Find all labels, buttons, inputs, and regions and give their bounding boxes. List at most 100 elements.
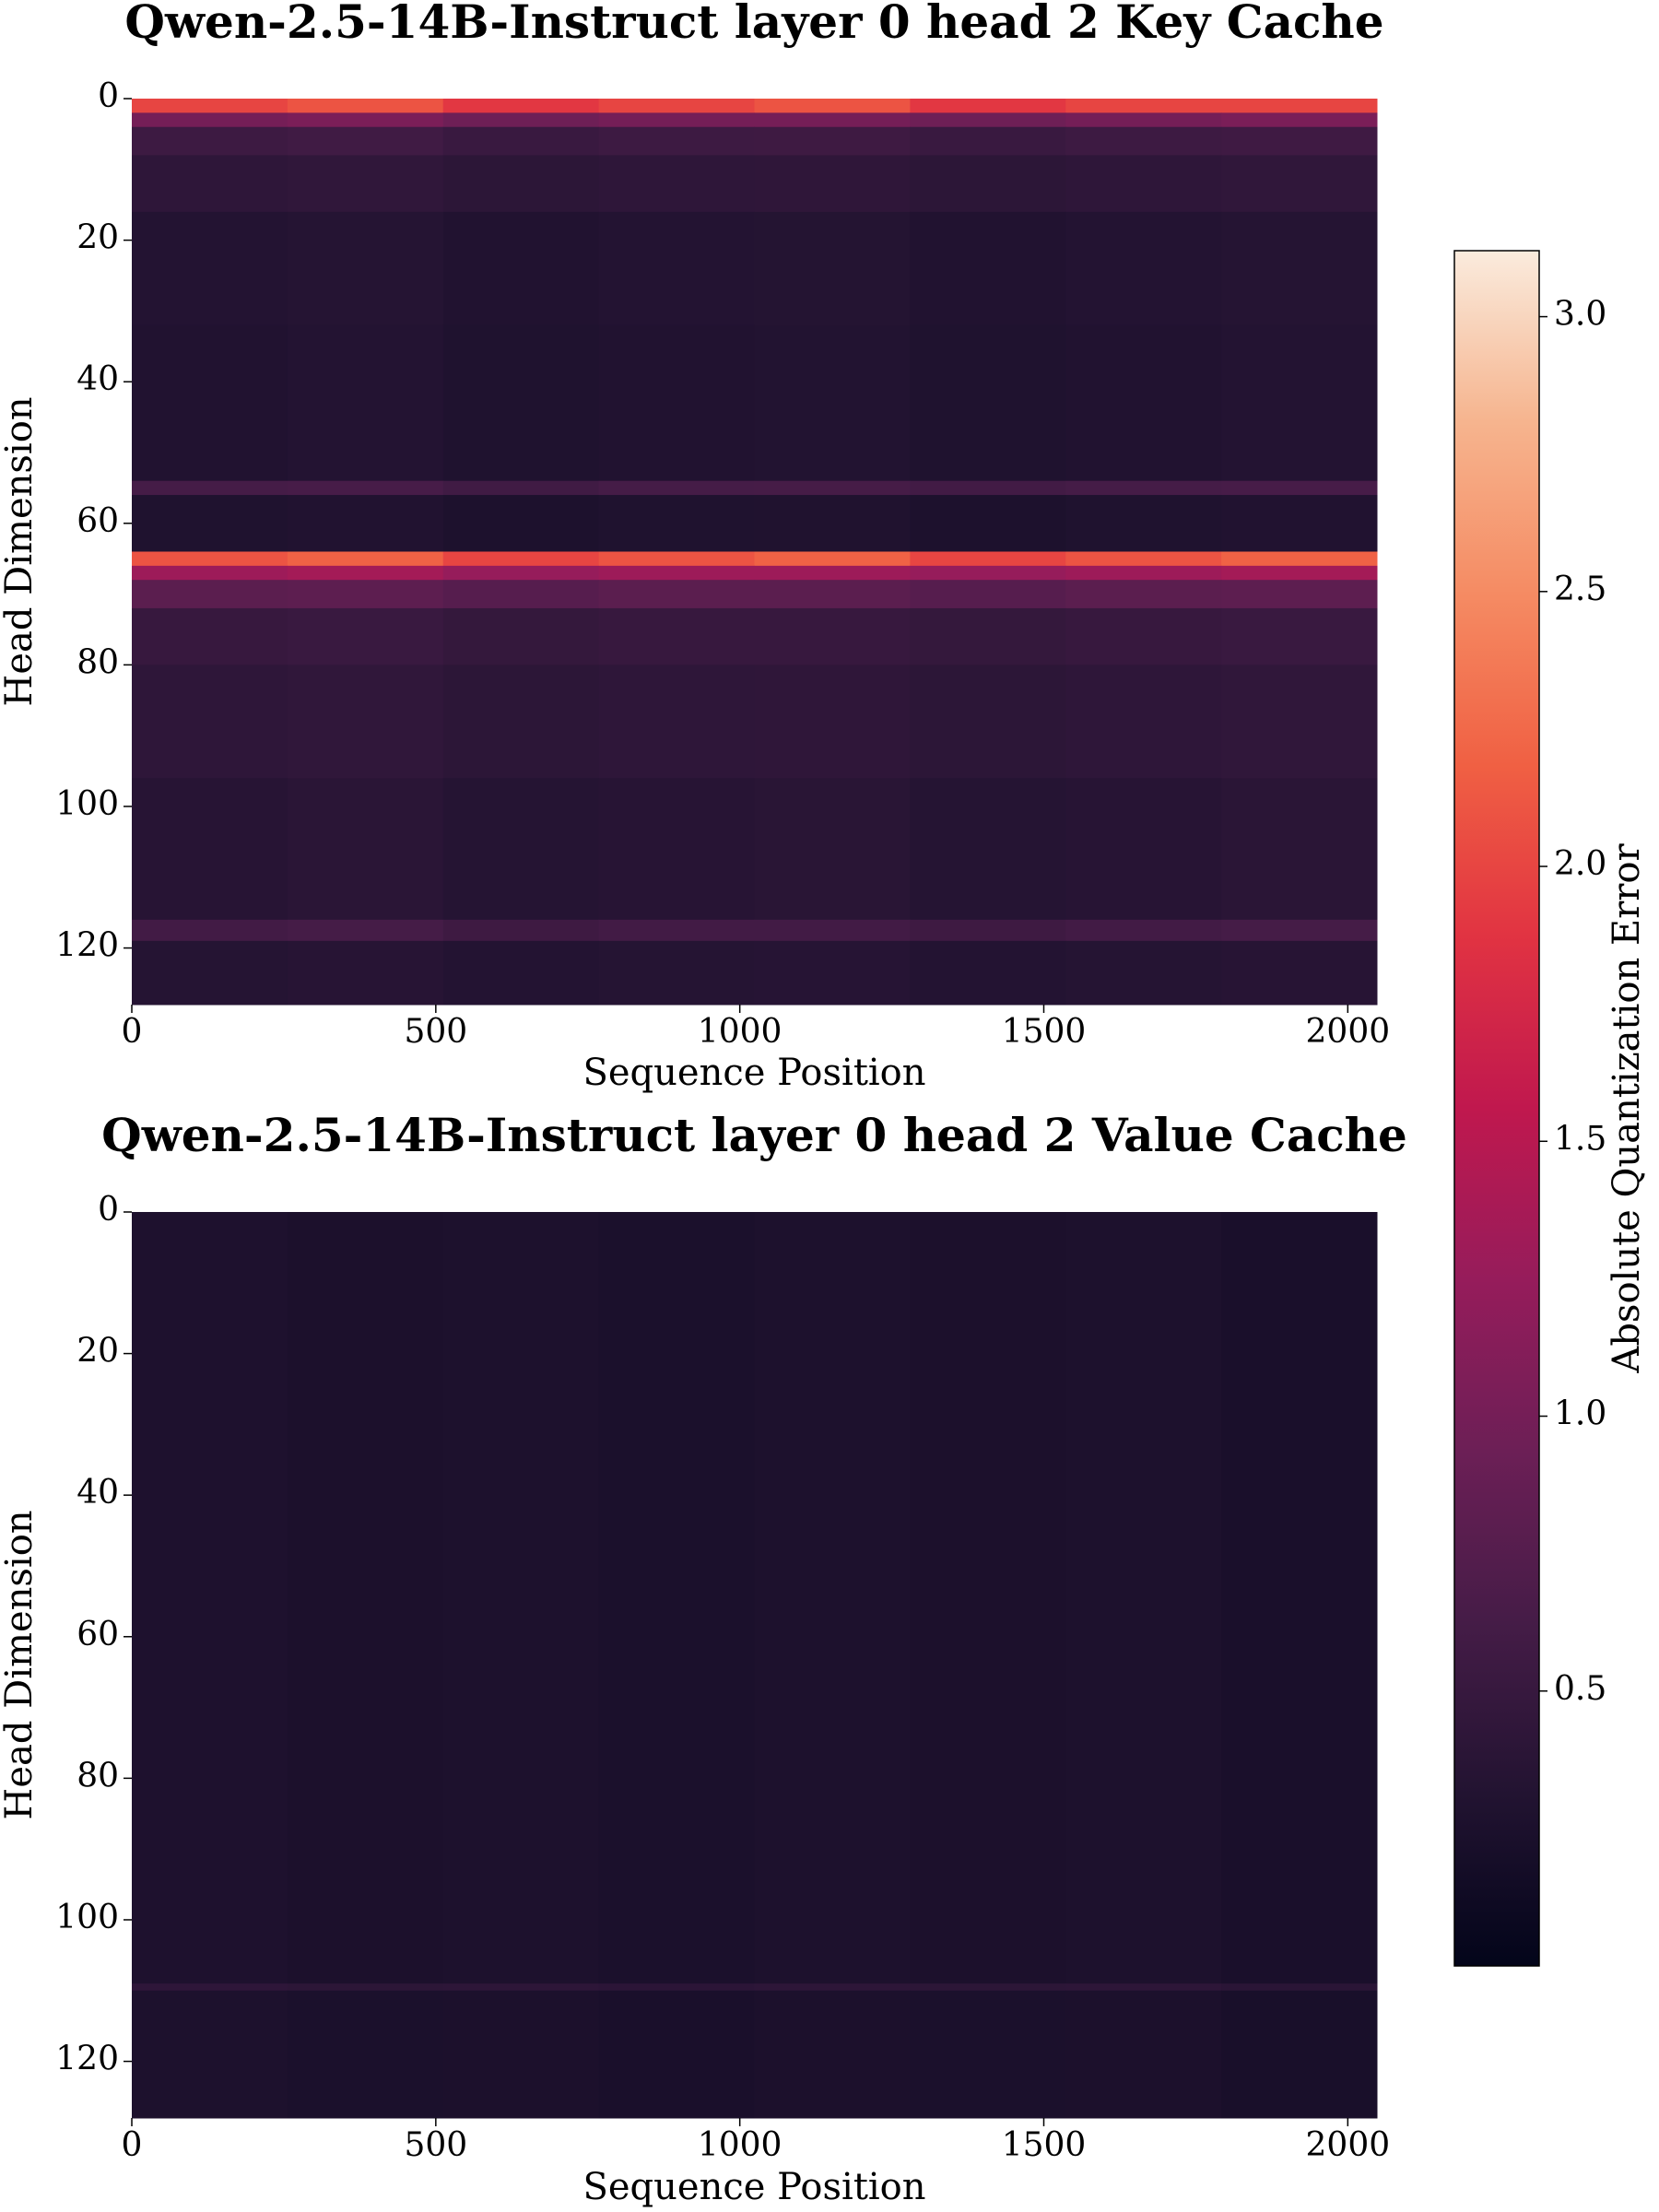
- y-axis-label: Head Dimension: [0, 396, 41, 706]
- heatmap-cell: [442, 99, 600, 113]
- heatmap-cell: [1065, 919, 1222, 942]
- y-tick-label: 120: [55, 2041, 119, 2078]
- heatmap-cell: [1065, 480, 1222, 496]
- heatmap-cell: [910, 495, 1066, 552]
- x-tick-label: 1500: [1002, 2126, 1087, 2164]
- heatmap-cell: [1221, 551, 1378, 567]
- y-tick-label: 0: [98, 1191, 119, 1229]
- y-axis-label: Head Dimension: [0, 1510, 41, 1819]
- heatmap-cell: [910, 155, 1066, 213]
- heatmap-cell: [287, 112, 444, 128]
- heatmap-cell: [1221, 665, 1378, 779]
- heatmap-cell: [598, 480, 755, 496]
- heatmap-cell: [1221, 1983, 1378, 1992]
- heatmap-cell: [132, 1990, 288, 2119]
- heatmap-cell: [442, 1983, 600, 1992]
- heatmap-cell: [1065, 940, 1222, 1006]
- heatmap-cell: [132, 155, 288, 213]
- heatmap-cell: [287, 778, 444, 921]
- heatmap-cell: [287, 211, 444, 326]
- heatmap-cell: [1221, 480, 1378, 496]
- heatmap-cell: [287, 580, 444, 609]
- heatmap-cell: [910, 665, 1066, 779]
- colorbar-tick-label: 0.5: [1554, 1670, 1606, 1708]
- heatmap-cell: [1065, 155, 1222, 213]
- heatmap-cell: [132, 665, 288, 779]
- heatmap-cell: [910, 1990, 1066, 2119]
- heatmap-cell: [598, 155, 755, 213]
- heatmap-cell: [754, 580, 911, 609]
- heatmap-cell: [910, 778, 1066, 921]
- heatmap-cell: [598, 211, 755, 326]
- heatmap-cell: [442, 919, 600, 942]
- heatmap-cell: [132, 211, 288, 326]
- heatmap-cell: [132, 551, 288, 567]
- x-tick-label: 1000: [698, 2126, 782, 2164]
- heatmap-cell: [442, 1990, 600, 2119]
- heatmap-cell: [910, 126, 1066, 156]
- heatmap-cell: [442, 580, 600, 609]
- y-tick-label: 80: [76, 643, 119, 681]
- heatmap-cell: [598, 324, 755, 482]
- heatmap-cell: [1221, 607, 1378, 665]
- heatmap-cell: [754, 1990, 911, 2119]
- heatmap-cell: [132, 126, 288, 156]
- heatmap-cell: [598, 919, 755, 942]
- heatmap-cell: [1221, 126, 1378, 156]
- colorbar-tick-label: 3.0: [1554, 296, 1606, 334]
- heatmap-cell: [1221, 99, 1378, 113]
- heatmap-cell: [598, 580, 755, 609]
- heatmap-cell: [598, 99, 755, 113]
- heatmap-cell: [1221, 565, 1378, 581]
- y-tick-label: 40: [76, 360, 119, 398]
- y-tick-label: 0: [98, 77, 119, 115]
- heatmap-cell: [754, 155, 911, 213]
- heatmap-cell: [132, 99, 288, 113]
- heatmap-cell: [442, 324, 600, 482]
- heatmap-cell: [1065, 607, 1222, 665]
- colorbar-tick-label: 2.5: [1554, 571, 1606, 608]
- colorbar-tick-label: 1.0: [1554, 1395, 1606, 1433]
- x-tick-label: 0: [122, 2126, 143, 2164]
- heatmap-cell: [287, 480, 444, 496]
- heatmap-cell: [910, 1212, 1066, 1984]
- heatmap-cell: [1065, 551, 1222, 567]
- heatmap-cell: [132, 1212, 288, 1984]
- heatmap-cell: [1065, 324, 1222, 482]
- heatmap-cell: [132, 480, 288, 496]
- heatmap-cell: [1065, 565, 1222, 581]
- heatmap-cell: [754, 940, 911, 1006]
- colorbar-tick-label: 2.0: [1554, 845, 1606, 883]
- heatmap-cell: [754, 778, 911, 921]
- heatmap-cell: [287, 1990, 444, 2119]
- x-axis-label: Sequence Position: [582, 1052, 925, 1094]
- heatmap-cell: [287, 324, 444, 482]
- x-axis-label: Sequence Position: [582, 2166, 925, 2208]
- x-tick-label: 2000: [1306, 1013, 1391, 1051]
- heatmap-cell: [1221, 919, 1378, 942]
- heatmap-cell: [754, 551, 911, 567]
- heatmap-cell: [598, 940, 755, 1006]
- heatmap-cell: [287, 665, 444, 779]
- heatmap-cell: [1221, 211, 1378, 326]
- heatmap-cell: [132, 112, 288, 128]
- heatmap-cell: [1221, 112, 1378, 128]
- heatmap-cell: [754, 99, 911, 113]
- x-tick-label: 0: [122, 1013, 143, 1051]
- heatmap-cell: [910, 480, 1066, 496]
- heatmap-cell: [598, 665, 755, 779]
- heatmap-cell: [598, 1212, 755, 1984]
- heatmap-cell: [1221, 324, 1378, 482]
- y-tick-label: 20: [76, 219, 119, 257]
- heatmap-cell: [754, 665, 911, 779]
- heatmap-cell: [910, 324, 1066, 482]
- heatmap-cell: [754, 126, 911, 156]
- y-tick-label: 80: [76, 1757, 119, 1794]
- heatmap-cell: [132, 580, 288, 609]
- heatmap-cell: [1065, 211, 1222, 326]
- heatmap-cell: [598, 551, 755, 567]
- heatmap-cell: [910, 607, 1066, 665]
- heatmap-cell: [132, 495, 288, 552]
- heatmap-cell: [442, 155, 600, 213]
